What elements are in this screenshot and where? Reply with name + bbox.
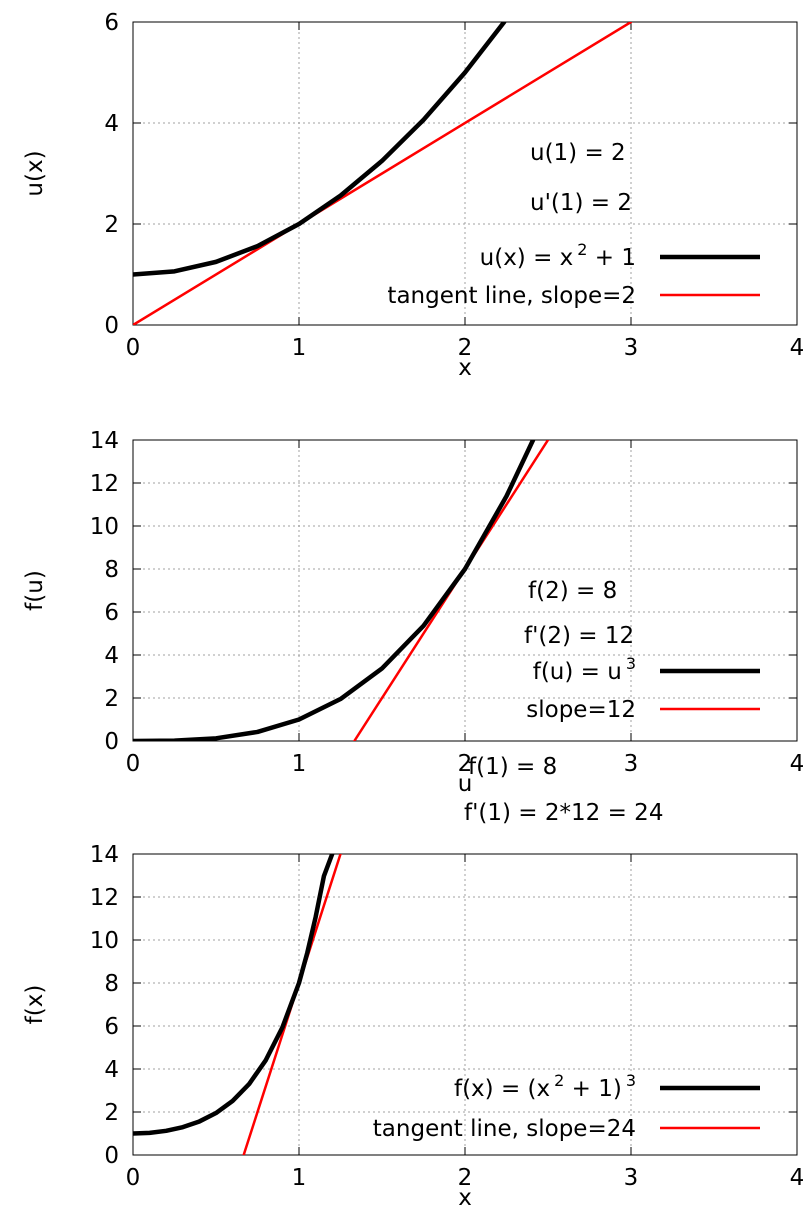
y-tick-label: 2: [104, 686, 119, 712]
x-tick-label: 0: [126, 335, 141, 361]
y-tick-label: 12: [90, 885, 119, 911]
x-axis-label: u: [458, 771, 473, 797]
y-tick-label: 0: [104, 1143, 119, 1169]
y-tick-label: 8: [104, 971, 119, 997]
legend-text-main: f(x) = (x: [454, 1076, 550, 1102]
y-tick-label: 4: [104, 1057, 119, 1083]
grid: [133, 22, 797, 325]
y-tick-label: 14: [90, 842, 119, 868]
series-curve-line: [133, 22, 507, 277]
legend-text-main: slope=12: [526, 697, 636, 723]
x-tick-label: 1: [292, 335, 307, 361]
x-tick-label: 4: [790, 1165, 805, 1191]
annotation-label: f'(2) = 12: [524, 623, 634, 649]
legend-text-sup2: 3: [626, 1071, 636, 1090]
series-curve-line: [133, 440, 536, 741]
y-axis-label: u(x): [22, 150, 48, 196]
x-tick-label: 2: [458, 335, 473, 361]
y-tick-label: 6: [104, 10, 119, 36]
legend-text-main: u(x) = x: [480, 245, 574, 271]
legend-text-tail: + 1: [587, 245, 636, 271]
x-tick-label: 3: [624, 751, 639, 777]
legend-text-main: f(u) = u: [533, 659, 622, 685]
x-tick-label: 0: [126, 751, 141, 777]
y-tick-label: 8: [104, 557, 119, 583]
y-tick-label: 4: [104, 111, 119, 137]
y-tick-label: 0: [104, 729, 119, 755]
x-tick-label: 3: [624, 1165, 639, 1191]
x-tick-label: 4: [790, 751, 805, 777]
annotation-label: f(2) = 8: [528, 578, 617, 604]
legend-entry-label: f(x) = (x 2 + 1) 3: [454, 1071, 636, 1102]
x-tick-label: 0: [126, 1165, 141, 1191]
x-axis-label: x: [458, 355, 472, 381]
x-tick-label: 1: [292, 751, 307, 777]
y-axis-label: f(x): [22, 985, 48, 1025]
y-tick-label: 2: [104, 212, 119, 238]
legend-text-main: tangent line, slope=24: [373, 1116, 636, 1142]
x-tick-label: 3: [624, 335, 639, 361]
series-tangent-line: [133, 22, 633, 325]
annotation-label: f'(1) = 2*12 = 24: [464, 800, 663, 826]
grid: [133, 440, 797, 741]
x-tick-label: 4: [790, 335, 805, 361]
y-tick-label: 6: [104, 1014, 119, 1040]
legend-text-tail: + 1): [564, 1076, 622, 1102]
annotation-label: u'(1) = 2: [530, 190, 632, 216]
legend-text-sup: 3: [626, 654, 636, 673]
x-tick-label: 2: [458, 1165, 473, 1191]
y-tick-label: 4: [104, 643, 119, 669]
legend-text-sup: 2: [554, 1071, 564, 1090]
series-curve-line: [133, 854, 335, 1136]
y-tick-label: 10: [90, 514, 119, 540]
y-tick-label: 0: [104, 313, 119, 339]
y-axis-label: f(u): [22, 570, 48, 611]
y-tick-label: 2: [104, 1100, 119, 1126]
annotation-label: u(1) = 2: [530, 140, 626, 166]
legend-entry-label: tangent line, slope=24: [373, 1116, 636, 1142]
x-tick-label: 2: [458, 751, 473, 777]
grid: [133, 854, 797, 1155]
y-tick-label: 14: [90, 428, 119, 454]
legend-text-main: tangent line, slope=2: [387, 283, 636, 309]
x-tick-label: 1: [292, 1165, 307, 1191]
y-tick-label: 6: [104, 600, 119, 626]
legend-text-sup: 2: [577, 240, 587, 259]
legend-entry-label: tangent line, slope=2: [387, 283, 636, 309]
y-tick-label: 10: [90, 928, 119, 954]
y-tick-label: 12: [90, 471, 119, 497]
annotation-label: f(1) = 8: [468, 754, 557, 780]
legend-entry-label: slope=12: [526, 697, 636, 723]
x-axis-label: x: [458, 1185, 472, 1211]
